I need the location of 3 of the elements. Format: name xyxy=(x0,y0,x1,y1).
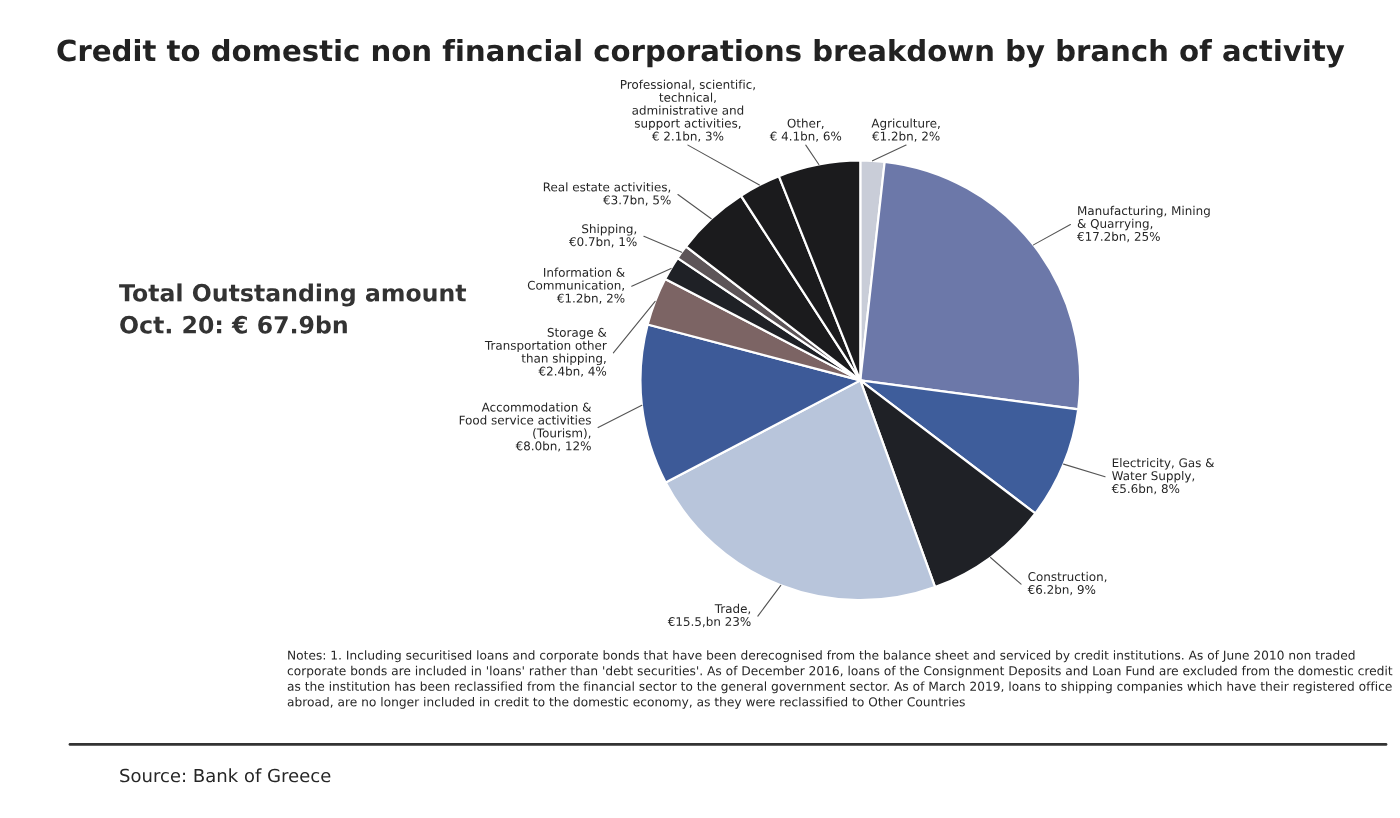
text: Total Outstanding amount Oct. 20: € 67.9bn xyxy=(119,283,467,334)
source-note: Source: Bank of Greece xyxy=(120,768,331,783)
chart-title: Credit to domestic non financial corporations breakdown by branch of activity xyxy=(57,38,1345,68)
